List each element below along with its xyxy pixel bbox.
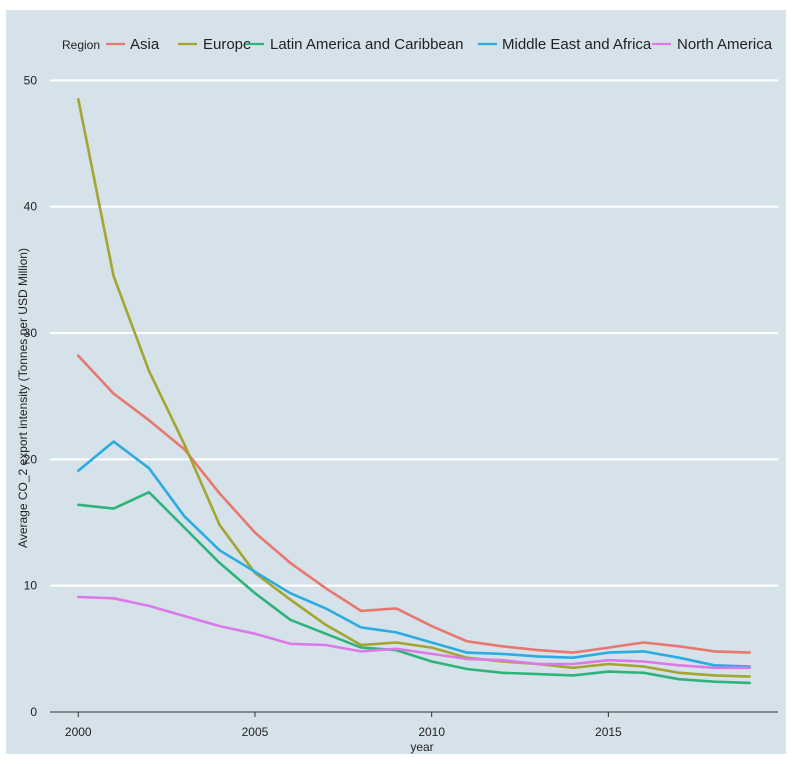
series-line-north-america (77, 595, 752, 670)
y-axis-ticks: 0 10 20 30 40 50 (24, 73, 38, 719)
series-line-latin-america-and-caribbean (77, 490, 752, 685)
plot-panel (6, 10, 786, 754)
x-tick-label: 2000 (65, 725, 92, 739)
y-tick-label: 0 (30, 705, 37, 719)
series-line-middle-east-and-africa (77, 440, 752, 668)
y-tick-label: 50 (24, 73, 38, 87)
legend: Region Asia Europe Latin America and Car… (62, 36, 773, 53)
x-axis-title: year (410, 740, 433, 754)
x-tick-label: 2005 (242, 725, 269, 739)
x-axis-ticks: 2000 2005 2010 2015 (65, 712, 622, 739)
legend-title: Region (62, 38, 100, 52)
y-tick-label: 20 (24, 452, 38, 466)
x-tick-label: 2010 (418, 725, 445, 739)
legend-label-europe: Europe (203, 36, 251, 53)
y-tick-label: 40 (24, 200, 38, 214)
series-line-europe (77, 98, 752, 678)
legend-label-middle-east-africa: Middle East and Africa (502, 36, 652, 53)
y-axis-title: Average CO_2 export intensity (Tonnes pe… (16, 248, 30, 548)
grid-lines (50, 79, 778, 713)
legend-label-asia: Asia (130, 36, 160, 53)
x-tick-label: 2015 (595, 725, 622, 739)
y-tick-label: 30 (24, 326, 38, 340)
legend-label-north-america: North America (677, 36, 773, 53)
y-tick-label: 10 (24, 579, 38, 593)
series-lines (77, 98, 752, 685)
legend-label-latin-america: Latin America and Caribbean (270, 36, 463, 53)
